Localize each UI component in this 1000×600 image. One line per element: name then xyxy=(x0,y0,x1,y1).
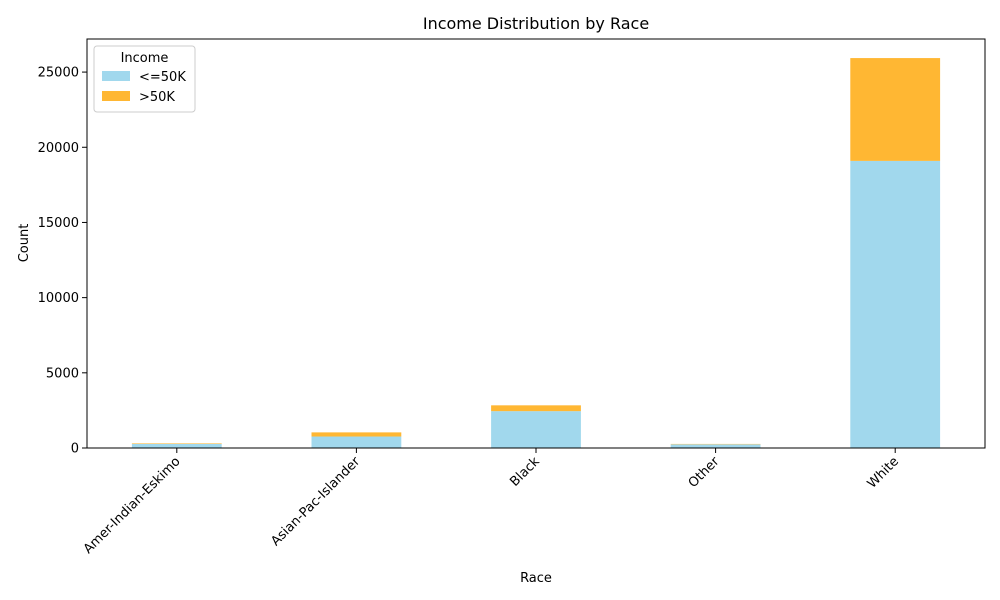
x-tick-label: Black xyxy=(507,454,543,490)
bar-segment-gt50k-white xyxy=(850,58,941,161)
x-tick-label: White xyxy=(865,454,902,491)
legend-label: <=50K xyxy=(139,70,186,85)
y-tick-label: 5000 xyxy=(46,366,79,381)
bar-segment-le50k-asian-pac-islander xyxy=(311,436,402,448)
legend-swatch xyxy=(102,91,130,101)
x-tick-label: Asian-Pac-Islander xyxy=(268,454,363,549)
bar-segment-le50k-other xyxy=(670,444,761,448)
chart-title: Income Distribution by Race xyxy=(423,14,649,33)
y-axis: 0 5000 10000 15000 20000 25000 xyxy=(38,66,87,457)
bar-segment-gt50k-amer-indian-eskimo xyxy=(131,443,222,444)
legend-swatch xyxy=(102,71,130,81)
y-tick-label: 15000 xyxy=(38,216,79,231)
x-tick-label: Other xyxy=(686,454,723,491)
legend: Income <=50K >50K xyxy=(93,45,196,113)
bars-layer xyxy=(131,58,941,448)
legend-label: >50K xyxy=(139,90,175,105)
y-tick-label: 25000 xyxy=(38,66,79,81)
bar-segment-gt50k-asian-pac-islander xyxy=(311,432,402,437)
x-axis-label: Race xyxy=(520,571,552,586)
y-axis-label: Count xyxy=(17,224,32,263)
x-axis: Amer-Indian-Eskimo Asian-Pac-Islander Blac… xyxy=(81,448,902,557)
bar-segment-le50k-white xyxy=(850,160,941,448)
bar-segment-gt50k-black xyxy=(491,405,581,412)
bar-segment-le50k-black xyxy=(491,411,581,448)
y-tick-label: 0 xyxy=(71,442,79,457)
y-tick-label: 10000 xyxy=(38,291,79,306)
x-tick-label: Amer-Indian-Eskimo xyxy=(81,454,184,557)
legend-title: Income xyxy=(121,51,169,66)
bar-segment-le50k-amer-indian-eskimo xyxy=(131,443,222,448)
y-tick-label: 20000 xyxy=(38,141,79,156)
